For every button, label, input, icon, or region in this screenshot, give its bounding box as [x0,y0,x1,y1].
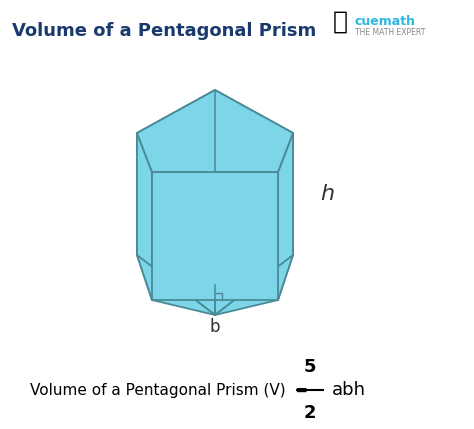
Polygon shape [215,90,293,315]
Text: 🚀: 🚀 [333,10,348,34]
Text: b: b [210,318,220,336]
Polygon shape [137,255,215,315]
Polygon shape [278,133,293,300]
Text: abh: abh [332,381,366,399]
Polygon shape [137,90,215,315]
Text: 5: 5 [304,358,316,376]
Text: Volume of a Pentagonal Prism: Volume of a Pentagonal Prism [12,22,316,40]
Text: a: a [223,269,233,287]
Polygon shape [137,90,293,172]
Text: cuemath: cuemath [355,15,416,28]
Text: THE MATH EXPERT: THE MATH EXPERT [355,28,425,37]
Text: 2: 2 [304,404,316,422]
Text: h: h [320,184,334,204]
Text: Volume of a Pentagonal Prism (V)  =: Volume of a Pentagonal Prism (V) = [30,383,308,398]
Polygon shape [152,172,278,300]
Polygon shape [137,133,152,300]
Polygon shape [215,255,293,315]
